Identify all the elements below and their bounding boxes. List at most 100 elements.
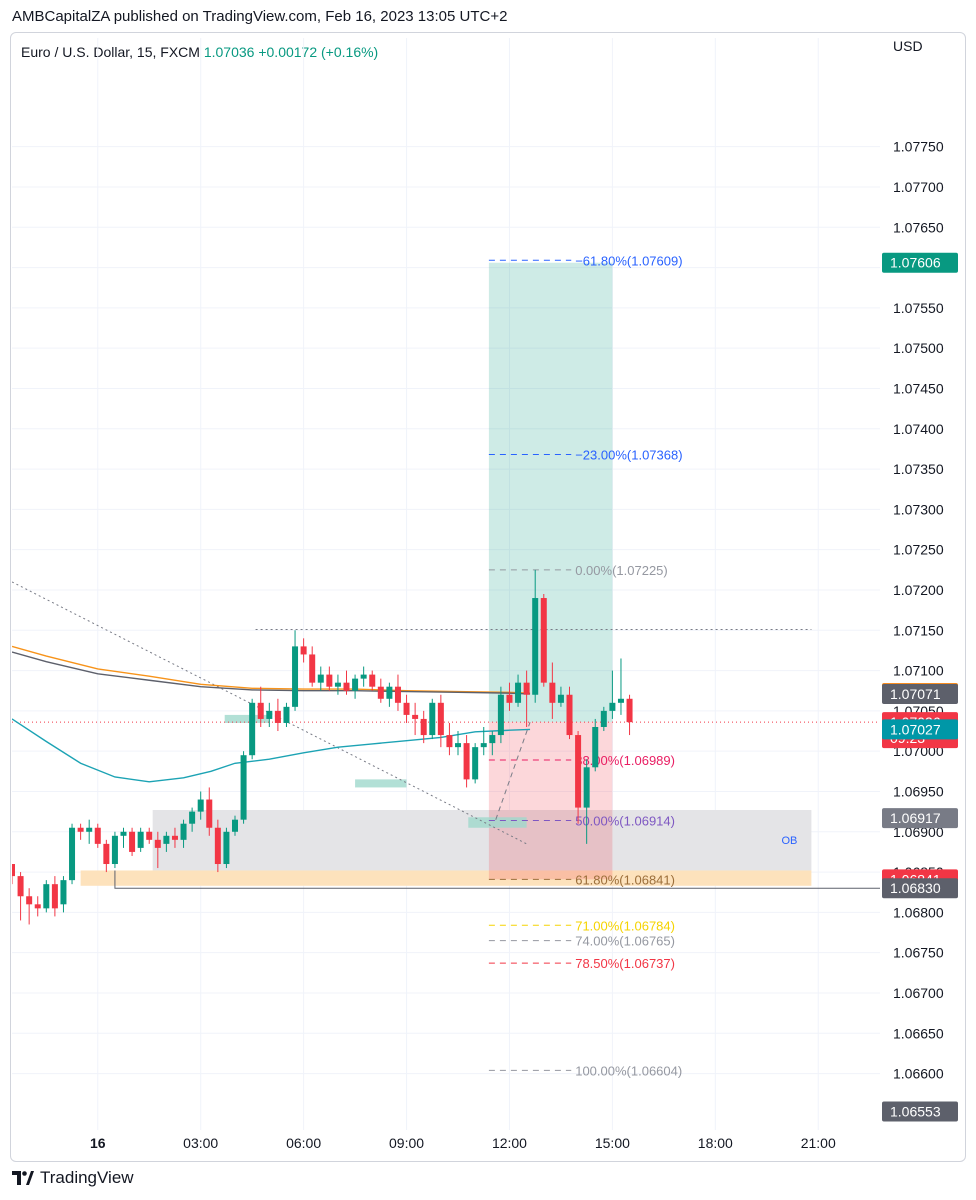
x-tick-label: 09:00 xyxy=(389,1135,424,1151)
price-label-text: 1.06553 xyxy=(890,1103,941,1119)
candle-body xyxy=(609,702,616,711)
candle-body xyxy=(197,799,204,812)
candle-body xyxy=(240,755,247,820)
candle-body xyxy=(189,811,196,824)
liquidity-box xyxy=(468,817,527,828)
y-tick-label: 1.07400 xyxy=(893,421,944,437)
candle-body xyxy=(26,896,33,905)
y-tick-label: 1.07450 xyxy=(893,380,944,396)
candle-body xyxy=(12,864,15,877)
y-tick-label: 1.07500 xyxy=(893,340,944,356)
candle-body xyxy=(326,674,333,687)
candle-body xyxy=(120,831,127,836)
x-tick-label: 18:00 xyxy=(698,1135,733,1151)
zone-label-ob: OB xyxy=(781,835,797,847)
position-stop-zone xyxy=(488,722,613,880)
moving-average-line xyxy=(12,645,531,694)
fib-level-label: −61.80%(1.07609) xyxy=(575,253,682,268)
candle-body xyxy=(206,799,213,828)
y-tick-label: 1.07300 xyxy=(893,501,944,517)
candle-body xyxy=(103,843,110,865)
plot-layer: OB −61.80%(1.07609) −23.00%(1.07368) 0.00%(… xyxy=(12,253,880,1078)
price-label-text: 1.07606 xyxy=(890,255,941,271)
candle-body xyxy=(274,710,281,723)
candle-body xyxy=(129,831,136,852)
candle-body xyxy=(532,598,539,695)
brand[interactable]: TradingView xyxy=(12,1168,134,1188)
chart-frame xyxy=(10,32,966,1162)
candle-body xyxy=(309,654,316,683)
fib-level-label: 74.00%(1.06765) xyxy=(575,934,675,949)
candle-body xyxy=(352,678,359,691)
y-tick-label: 1.06950 xyxy=(893,783,944,799)
candle-body xyxy=(300,646,307,655)
candle-body xyxy=(232,819,239,832)
candle-body xyxy=(283,706,290,723)
y-tick-label: 1.06650 xyxy=(893,1025,944,1041)
candle-body xyxy=(463,743,470,780)
candle-body xyxy=(497,694,504,736)
symbol-name[interactable]: Euro / U.S. Dollar, 15, FXCM xyxy=(21,44,200,60)
candle-body xyxy=(600,710,607,727)
candle-body xyxy=(171,835,178,840)
fib-level-label: 71.00%(1.06784) xyxy=(575,918,675,933)
symbol-change: +0.00172 (+0.16%) xyxy=(258,44,379,60)
candle-body xyxy=(617,698,624,703)
candle-body xyxy=(360,674,367,679)
candle-body xyxy=(51,884,58,909)
y-tick-label: 1.07100 xyxy=(893,663,944,679)
price-label-box xyxy=(882,683,958,704)
liquidity-box xyxy=(224,714,270,723)
fib-level-label: 0.00%(1.07225) xyxy=(575,563,668,578)
price-label-text: 1.06917 xyxy=(890,810,941,826)
candle-body xyxy=(403,702,410,715)
candle-body xyxy=(506,694,513,703)
price-label-box xyxy=(882,252,958,273)
x-tick-label: 16 xyxy=(90,1135,106,1151)
candle-body xyxy=(592,726,599,768)
y-tick-label: 1.07700 xyxy=(893,179,944,195)
fib-level-label: 50.00%(1.06914) xyxy=(575,813,675,828)
candle-body xyxy=(60,880,67,905)
candle-body xyxy=(154,839,161,848)
x-tick-label: 15:00 xyxy=(595,1135,630,1151)
publish-info: AMBCapitalZA published on TradingView.co… xyxy=(12,8,508,25)
x-tick-label: 06:00 xyxy=(286,1135,321,1151)
candle-body xyxy=(343,682,350,691)
price-label-text: 1.07071 xyxy=(890,686,941,702)
candle-body xyxy=(137,831,144,848)
candle-body xyxy=(377,686,384,699)
candle-body xyxy=(412,714,419,719)
candle-body xyxy=(257,702,264,719)
price-label-box xyxy=(882,878,958,899)
candle-body xyxy=(180,823,187,840)
fib-level-label: 78.50%(1.06737) xyxy=(575,956,675,971)
moving-average-line xyxy=(12,651,531,695)
y-tick-label: 1.07150 xyxy=(893,622,944,638)
candle-body xyxy=(223,831,230,865)
fib-level-label: 100.00%(1.06604) xyxy=(575,1063,682,1078)
candle-body xyxy=(549,682,556,703)
candle-body xyxy=(394,686,401,703)
candle-body xyxy=(489,735,496,744)
candle-body xyxy=(455,743,462,748)
moving-average-line xyxy=(12,718,531,783)
candle-body xyxy=(575,735,582,808)
y-tick-label: 1.07350 xyxy=(893,461,944,477)
brand-name: TradingView xyxy=(40,1168,134,1187)
candle-body xyxy=(420,718,427,736)
candle-body xyxy=(515,682,522,703)
candle-body xyxy=(583,767,590,808)
candle-body xyxy=(557,694,564,703)
candle-body xyxy=(77,827,84,832)
price-label-box xyxy=(882,808,958,829)
fib-level-label: −23.00%(1.07368) xyxy=(575,448,682,463)
candle-body xyxy=(480,743,487,748)
currency-label[interactable]: USD xyxy=(893,38,923,54)
symbol-legend[interactable]: Euro / U.S. Dollar, 15, FXCM 1.07036 +0.… xyxy=(21,44,378,60)
candle-body xyxy=(34,904,41,909)
candle-body xyxy=(437,702,444,736)
candle-body xyxy=(163,835,170,844)
candle-body xyxy=(146,831,153,840)
